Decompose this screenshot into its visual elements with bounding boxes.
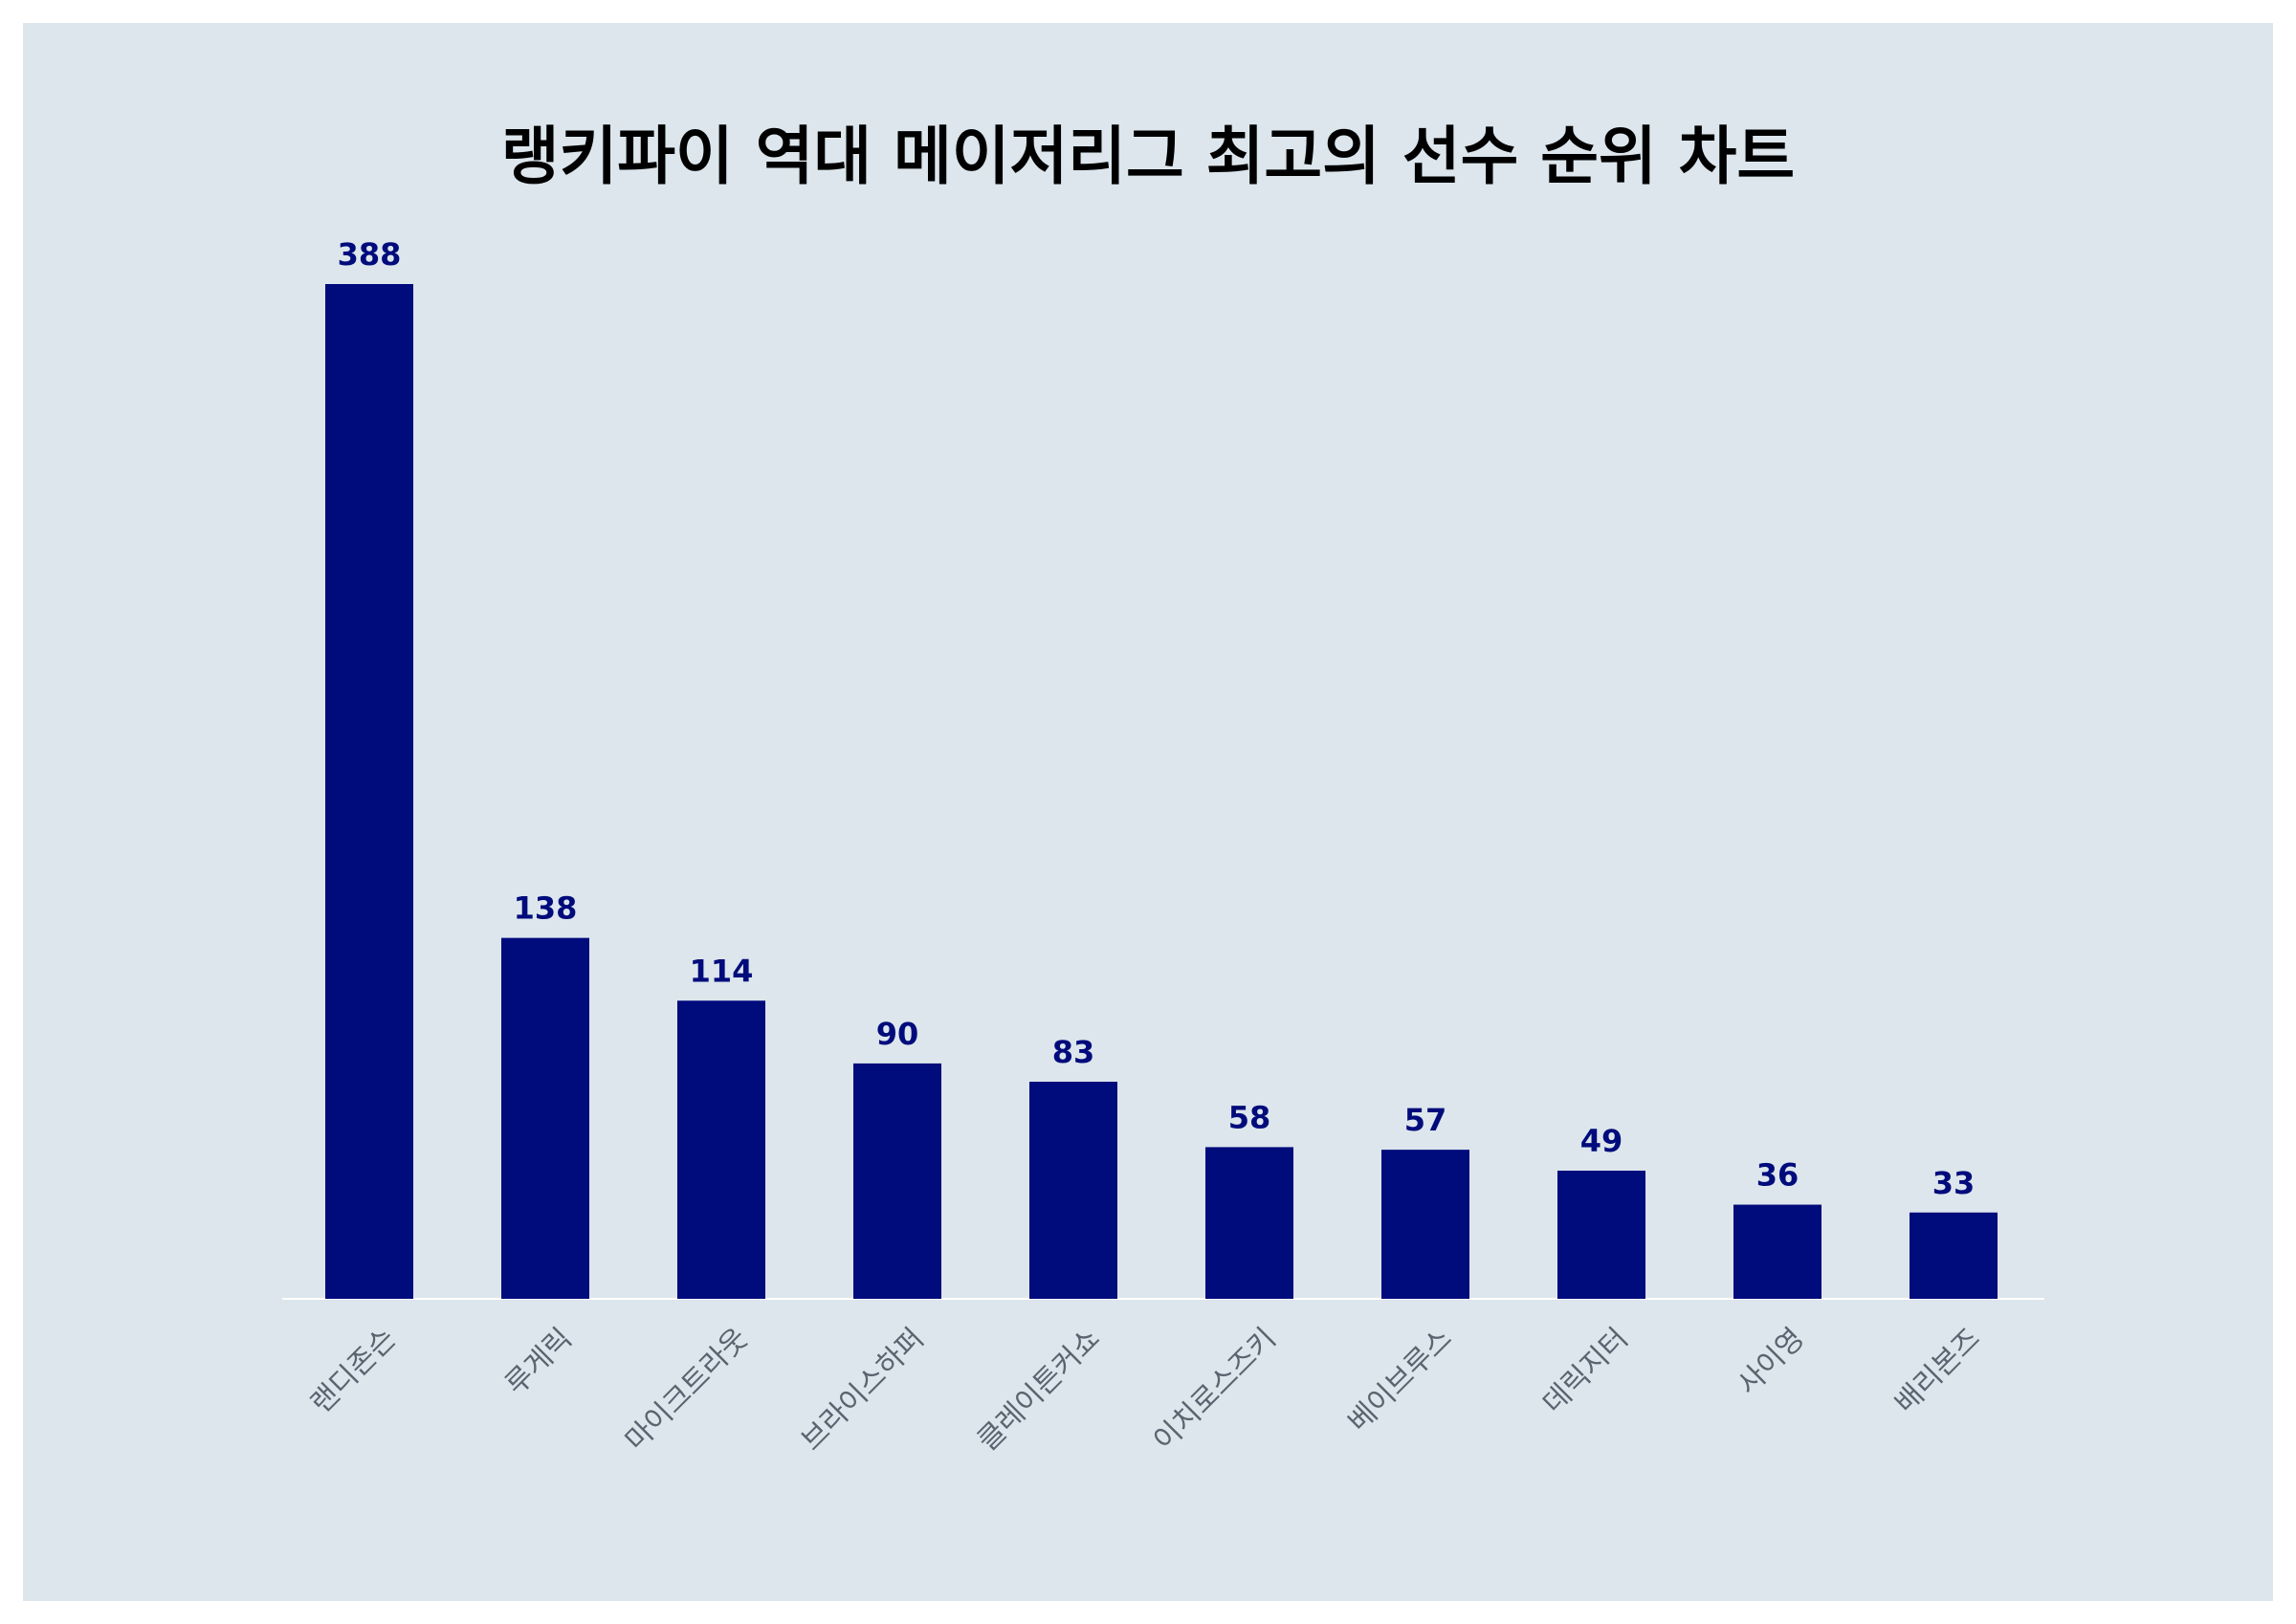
value-label-8: 49	[1580, 1123, 1623, 1159]
x-tick-label-6: 이치로스즈키	[1147, 1322, 1283, 1458]
value-label-5: 83	[1052, 1034, 1095, 1070]
x-tick-label-9: 사이영	[1732, 1322, 1811, 1401]
value-label-3: 114	[690, 953, 754, 989]
bar-2	[501, 937, 589, 1299]
bar-9	[1733, 1204, 1821, 1299]
bar-7	[1381, 1150, 1469, 1299]
x-tick-label-4: 브라이스하퍼	[795, 1322, 931, 1458]
value-label-6: 58	[1228, 1099, 1271, 1135]
value-label-4: 90	[876, 1016, 919, 1052]
x-tick-label-8: 데릭지터	[1536, 1322, 1635, 1420]
bar-8	[1557, 1171, 1645, 1299]
value-label-9: 36	[1756, 1157, 1799, 1194]
x-tick-label-7: 베이브루스	[1342, 1322, 1459, 1438]
bar-6	[1205, 1147, 1293, 1299]
bar-5	[1029, 1082, 1117, 1299]
value-label-1: 388	[338, 236, 402, 273]
bar-1	[325, 284, 413, 1299]
value-label-2: 138	[514, 890, 578, 927]
value-label-10: 33	[1932, 1165, 1976, 1201]
x-tick-label-5: 클레이튼커쇼	[971, 1322, 1107, 1458]
bar-10	[1910, 1212, 1998, 1299]
x-tick-label-2: 루게릭	[499, 1322, 579, 1401]
x-tick-label-10: 배리본즈	[1888, 1322, 1987, 1420]
bar-4	[853, 1063, 941, 1299]
x-tick-label-1: 랜디존슨	[304, 1322, 403, 1420]
chart-title: 랭키파이 역대 메이저리그 최고의 선수 순위 차트	[500, 120, 1796, 193]
x-tick-label-3: 마이크트라웃	[619, 1322, 755, 1458]
value-label-7: 57	[1404, 1102, 1447, 1138]
bar-3	[677, 1000, 765, 1299]
